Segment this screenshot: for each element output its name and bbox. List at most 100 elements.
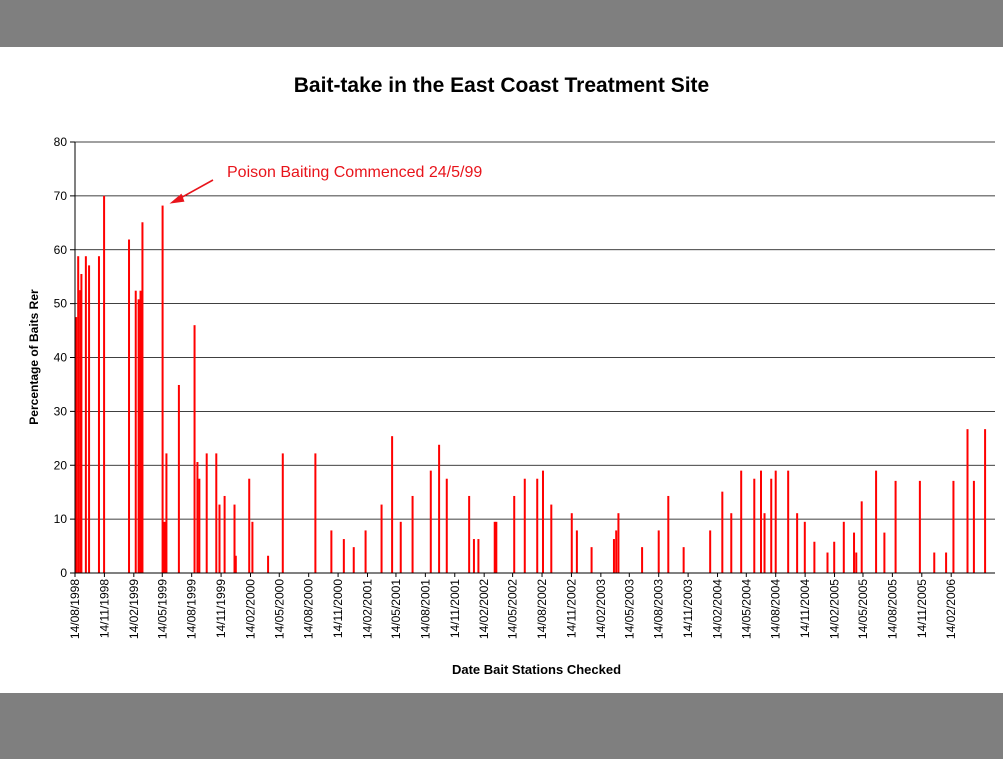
x-tick-label: 14/05/2000: [272, 579, 286, 639]
bar: [770, 478, 773, 573]
bar: [853, 532, 856, 573]
bar: [763, 513, 766, 573]
bar: [380, 504, 383, 573]
x-tick-label: 14/02/2005: [828, 579, 842, 639]
bar: [281, 453, 284, 573]
x-tick-label: 14/11/1998: [97, 579, 111, 638]
bar: [330, 530, 333, 573]
x-tick-label: 14/08/1999: [185, 579, 199, 639]
bar: [813, 541, 816, 573]
bar: [251, 521, 254, 573]
bar: [842, 521, 845, 573]
bar: [134, 290, 137, 573]
x-tick-label: 14/02/2004: [711, 579, 725, 639]
bar: [721, 491, 724, 573]
annotation-arrow: [169, 179, 214, 204]
x-tick-label: 14/08/1998: [68, 579, 82, 639]
x-tick-label: 14/11/2001: [448, 579, 462, 638]
bar: [477, 539, 480, 573]
bar: [495, 521, 498, 573]
bar: [97, 256, 100, 573]
x-tick-label: 14/08/2003: [652, 579, 666, 639]
chart-title: Bait-take in the East Coast Treatment Si…: [293, 74, 710, 97]
bar: [615, 530, 618, 573]
bar: [760, 470, 763, 573]
bar: [314, 453, 317, 573]
bar: [411, 495, 414, 573]
x-tick-label: 14/05/2002: [506, 579, 520, 639]
bar: [833, 541, 836, 573]
bar: [883, 532, 886, 573]
bar: [128, 239, 131, 574]
bar: [161, 205, 164, 573]
x-tick-label: 14/05/2003: [622, 579, 636, 639]
x-tick-label: 14/11/2003: [681, 579, 695, 638]
bar: [468, 495, 471, 573]
y-tick-label: 80: [54, 135, 68, 149]
bar: [803, 521, 806, 573]
x-tick-label: 14/02/1999: [127, 579, 141, 639]
y-tick-label: 70: [54, 189, 68, 203]
annotation-arrow-shaft: [177, 179, 214, 201]
bar: [590, 547, 593, 573]
bar: [826, 552, 829, 573]
bar: [77, 256, 80, 573]
annotation-text: Poison Baiting Commenced 24/5/99: [227, 164, 483, 181]
y-tick-label: 60: [54, 243, 68, 257]
x-tick-label: 14/08/2002: [535, 579, 549, 639]
bar: [945, 552, 948, 573]
bar: [215, 453, 218, 573]
bar: [933, 552, 936, 573]
bar: [139, 290, 142, 573]
bar: [523, 478, 526, 573]
bar: [248, 478, 251, 573]
bar: [875, 470, 878, 573]
top-banner: [0, 0, 1003, 47]
bar: [193, 325, 196, 573]
bar: [493, 521, 496, 573]
bar: [177, 384, 180, 573]
bar: [894, 480, 897, 573]
bar: [267, 555, 270, 573]
bar: [218, 504, 221, 573]
bar: [472, 539, 475, 573]
x-tick-label: 14/11/2004: [798, 579, 812, 638]
x-axis-label: Date Bait Stations Checked: [451, 662, 622, 677]
bar: [103, 195, 106, 573]
bar: [657, 530, 660, 573]
bar: [682, 547, 685, 573]
bars: [75, 195, 987, 574]
bar: [223, 495, 226, 573]
bar: [575, 530, 578, 573]
bar: [667, 495, 670, 573]
x-tick-label: 14/08/2001: [418, 579, 432, 639]
bar: [541, 470, 544, 573]
y-tick-labels: 0 10 20 30 40 50 60 70 80: [54, 135, 75, 580]
bar: [612, 539, 615, 573]
bar: [196, 462, 199, 573]
gridlines: [75, 141, 995, 520]
bar: [391, 436, 394, 573]
bar: [952, 480, 955, 573]
bar: [536, 478, 539, 573]
x-tick-label: 14/02/2000: [243, 579, 257, 639]
bar: [796, 513, 799, 573]
bar: [205, 453, 208, 573]
slide-frame: [8, 47, 995, 693]
y-tick-label: 0: [60, 566, 67, 580]
bottom-banner: [0, 693, 1003, 759]
x-tick-label: 14/02/2006: [944, 579, 958, 639]
x-tick-label: 14/02/2002: [477, 579, 491, 639]
bar: [730, 513, 733, 573]
bar: [740, 470, 743, 573]
x-tick-label: 14/11/1999: [214, 579, 228, 638]
bar: [399, 521, 402, 573]
bar: [165, 453, 168, 573]
x-tick-label: 14/08/2005: [885, 579, 899, 639]
bar: [513, 495, 516, 573]
y-tick-label: 10: [54, 512, 68, 526]
bar: [709, 530, 712, 573]
x-tick-label: 14/05/1999: [155, 579, 169, 639]
annotation-arrow-head: [169, 193, 185, 204]
